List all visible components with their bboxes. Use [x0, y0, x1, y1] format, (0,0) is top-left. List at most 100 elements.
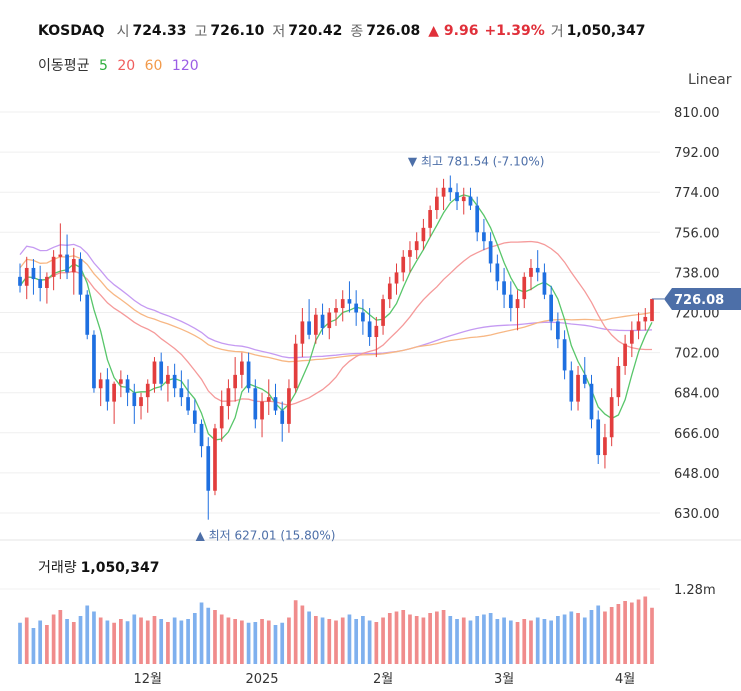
candle-body	[65, 254, 69, 273]
volume-bar	[186, 619, 190, 664]
volume-bar	[327, 619, 332, 664]
price-tick-label: 738.00	[674, 266, 720, 281]
price-tick-label: 648.00	[674, 467, 720, 482]
volume-bar	[300, 605, 305, 664]
volume-bar	[616, 604, 621, 664]
close-value: 726.08	[366, 23, 421, 39]
volume-label: 거	[550, 24, 564, 40]
candle-body	[166, 374, 170, 384]
volume-bar	[448, 616, 453, 664]
volume-panel-value: 1,050,347	[80, 560, 160, 576]
volume-bar	[650, 607, 654, 664]
volume-bar	[461, 617, 466, 664]
candle-body	[253, 388, 258, 420]
candle-body	[152, 361, 157, 384]
ma-legend-title: 이동평균	[38, 58, 90, 74]
volume-bar	[589, 610, 594, 664]
candle-body	[596, 419, 601, 456]
candle-body	[448, 187, 453, 193]
volume-bars	[18, 596, 654, 664]
volume-bar	[71, 622, 76, 664]
volume-bar	[260, 619, 264, 664]
candle-body	[414, 241, 419, 251]
price-tick-label: 774.00	[674, 186, 720, 201]
candle-body	[387, 283, 392, 300]
candle-body	[58, 254, 63, 257]
price-tick-label: 702.00	[674, 347, 720, 362]
candle-body	[145, 383, 150, 398]
moving-average-legend: 이동평균 5 20 60 120	[38, 55, 204, 75]
ma-60-label[interactable]: 60	[144, 58, 163, 74]
volume-bar	[475, 616, 480, 664]
annotations: 726.08 ▼ 최고 781.54 (-7.10%) ▲ 최저 627.01 (1…	[196, 154, 741, 543]
candle-body	[293, 343, 298, 389]
x-axis-label: 2월	[373, 672, 393, 687]
candle-body	[45, 276, 49, 288]
candle-body	[159, 361, 164, 384]
candle-body	[549, 294, 553, 322]
candle-body	[529, 267, 533, 277]
price-tick-label: 720.00	[674, 307, 720, 322]
volume-bar	[139, 617, 143, 664]
candle-body	[495, 263, 500, 282]
candle-body	[408, 250, 412, 257]
candle-body	[320, 314, 325, 329]
change-percent: +1.39%	[484, 23, 545, 39]
candle-body	[246, 361, 251, 389]
candle-body	[394, 272, 399, 284]
ma-5-label[interactable]: 5	[98, 58, 108, 74]
volume-bar	[367, 620, 372, 664]
volume-bar	[92, 611, 96, 664]
candle-body	[482, 232, 486, 242]
candle-body	[428, 210, 432, 228]
volume-bar	[293, 600, 298, 664]
candle-body	[18, 276, 22, 286]
volume-bar	[428, 613, 432, 664]
volume-bar	[246, 622, 251, 664]
volume-bar	[629, 602, 634, 664]
ma-120-label[interactable]: 120	[171, 58, 199, 74]
price-tick-label: 792.00	[674, 146, 720, 161]
candle-body	[313, 314, 318, 335]
volume-bar	[623, 601, 627, 664]
low-value: 720.42	[288, 23, 343, 39]
high-label: 고	[194, 24, 208, 40]
volume-bar	[226, 617, 231, 664]
ma-20-label[interactable]: 20	[117, 58, 136, 74]
candle-body	[24, 267, 29, 286]
volume-bar	[535, 617, 540, 664]
candle-body	[226, 388, 231, 407]
volume-bar	[502, 617, 506, 664]
volume-bar	[435, 611, 439, 664]
candle-body	[139, 397, 143, 407]
volume-bar	[582, 617, 587, 664]
x-axis-label: 3월	[494, 672, 514, 687]
candle-body	[51, 256, 56, 277]
candlestick-series	[18, 175, 654, 520]
volume-bar	[105, 620, 110, 664]
volume-bar	[78, 616, 83, 664]
scale-toggle-button[interactable]: Linear	[688, 72, 732, 88]
candle-body	[569, 370, 574, 402]
volume-bar	[562, 614, 567, 664]
volume-bar	[529, 620, 533, 664]
candle-body	[240, 361, 244, 375]
volume-bar	[266, 620, 271, 664]
price-tick-label: 666.00	[674, 427, 720, 442]
volume-bar	[179, 620, 184, 664]
ma-60-line	[19, 255, 653, 363]
candle-body	[629, 330, 634, 344]
candle-body	[616, 365, 621, 398]
candle-body	[85, 294, 90, 335]
candle-body	[623, 343, 627, 366]
volume-bar	[320, 617, 325, 664]
candle-body	[435, 196, 439, 211]
x-axis-label: 2025	[245, 672, 278, 687]
volume-bar	[166, 622, 170, 664]
x-axis-label: 4월	[615, 672, 635, 687]
volume-bar	[45, 625, 49, 664]
volume-bar	[85, 605, 90, 664]
volume-bar	[347, 614, 352, 664]
candle-body	[589, 383, 594, 420]
